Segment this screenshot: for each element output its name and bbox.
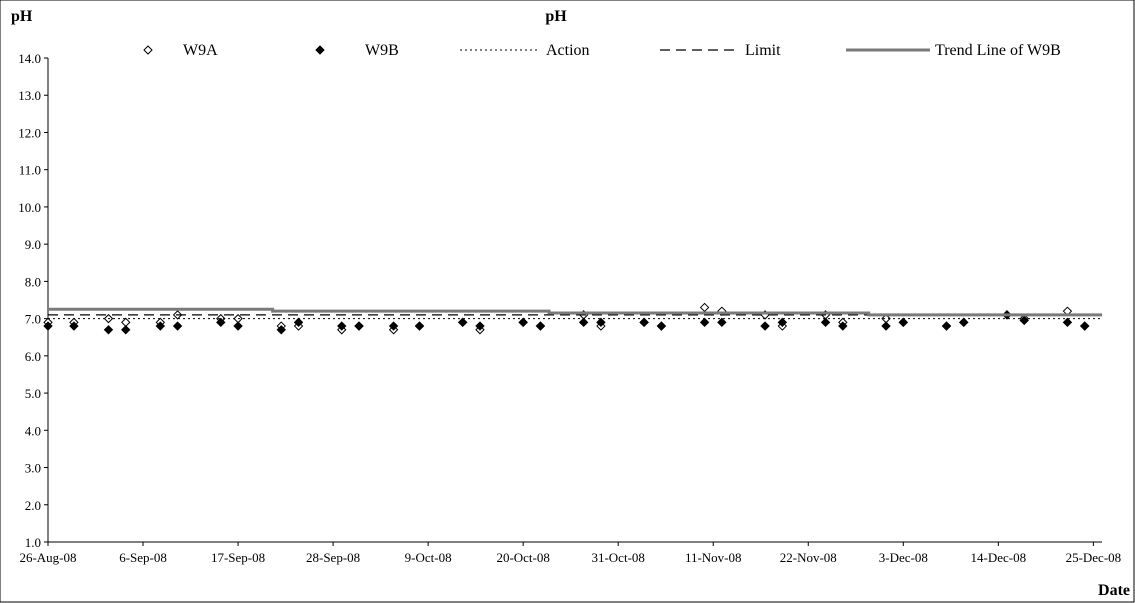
y-tick-label: 7.0 [25,312,41,327]
w9b-point [354,321,364,331]
x-tick-label: 28-Sep-08 [306,550,360,565]
y-tick-label: 10.0 [18,200,41,215]
w9b-point [414,321,425,331]
w9b-point [293,317,304,328]
w9b-point [881,321,891,331]
w9b-point [69,321,79,331]
y-tick-label: 14.0 [18,51,41,66]
y-tick-label: 6.0 [25,349,41,364]
y-tick-label: 2.0 [25,498,41,513]
y-tick-label: 8.0 [25,274,41,289]
x-tick-label: 14-Dec-08 [971,550,1027,565]
x-tick-label: 11-Nov-08 [685,550,742,565]
w9b-point [1019,315,1029,326]
trend-line-of-w9b-line [48,307,1102,317]
x-tick-label: 3-Dec-08 [879,550,928,565]
x-tick-label: 26-Aug-08 [19,550,76,565]
w9b-point [276,325,286,335]
legend-w9a-marker [143,45,153,55]
x-tick-label: 22-Nov-08 [780,550,837,565]
y-tick-label: 4.0 [25,423,41,438]
w9b-point [596,317,606,328]
w9b-point [717,317,727,328]
y-tick-label: 3.0 [25,461,41,476]
w9b-point [898,317,909,328]
plot-area [43,302,1102,335]
x-tick-label: 20-Oct-08 [496,550,549,565]
y-tick-label: 5.0 [25,386,41,401]
w9b-point [1080,321,1090,331]
w9b-point [172,321,183,331]
legend-w9a-label: W9A [183,42,218,59]
y-tick-label: 9.0 [25,237,41,252]
w9b-point [656,321,667,331]
w9b-point [475,321,485,331]
w9b-point [941,321,952,331]
y-tick-label: 12.0 [18,125,41,140]
w9b-point [103,325,114,335]
x-tick-label: 6-Sep-08 [119,550,167,565]
w9b-point [959,317,969,328]
w9b-point [820,317,831,328]
x-tick-label: 31-Oct-08 [591,550,644,565]
x-axis: 26-Aug-08 6-Sep-08 17-Sep-08 28-Sep-08 9-Oct… [19,542,1121,565]
legend-limit-label: Limit [745,42,781,59]
legend: W9A W9B Action Limit Trend Line of W9B [143,42,1061,59]
x-tick-label: 25-Dec-08 [1066,550,1122,565]
y-axis-label: pH [11,8,33,25]
w9b-point [216,317,226,328]
legend-w9b-label: W9B [365,42,399,59]
y-tick-label: 1.0 [25,535,41,550]
w9a-point [699,302,710,313]
w9b-point [155,321,166,331]
x-tick-label: 17-Sep-08 [211,550,265,565]
legend-w9b-marker [315,45,325,55]
chart-title: pH [545,8,567,25]
w9b-point [337,321,347,331]
w9b-point [639,317,649,328]
w9b-point [121,325,131,335]
w9b-point [457,317,468,328]
y-axis: 1.0 2.0 3.0 4.0 5.0 6.0 7.0 8.0 9.0 10.0 11.0 12.0 1… [18,51,48,550]
w9b-point [777,317,788,328]
w9b-point [699,317,710,328]
y-tick-label: 13.0 [18,88,41,103]
w9b-point [578,317,589,328]
w9b-point [535,321,546,331]
w9b-point [388,321,399,331]
x-tick-label: 9-Oct-08 [405,550,452,565]
w9b-point [838,321,848,331]
legend-action-label: Action [546,42,590,59]
w9b-point [1062,317,1073,328]
w9b-point [43,321,53,331]
w9b-point [518,317,528,328]
legend-trend-line-of-w9b-label: Trend Line of W9B [935,42,1061,59]
w9b-point [233,321,243,331]
w9b-point [760,321,770,331]
x-axis-label: Date [1098,582,1130,599]
y-tick-label: 11.0 [19,163,41,178]
